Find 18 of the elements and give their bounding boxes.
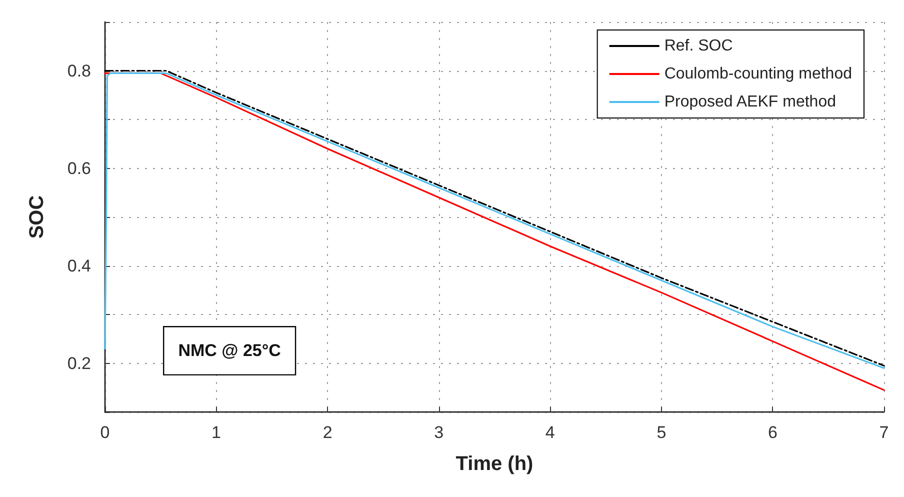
x-tick-label: 0 bbox=[100, 423, 110, 442]
x-tick-label: 1 bbox=[212, 423, 222, 442]
x-tick-label: 6 bbox=[768, 423, 778, 442]
x-tick-label: 3 bbox=[434, 423, 444, 442]
y-tick-label: 0.4 bbox=[67, 256, 91, 276]
legend-label: Coulomb-counting method bbox=[664, 66, 852, 82]
y-axis-title: SOC bbox=[26, 195, 48, 239]
y-tick-label: 0.2 bbox=[67, 354, 91, 373]
y-tick-label: 0.8 bbox=[67, 61, 91, 80]
x-tick-label: 7 bbox=[879, 423, 889, 442]
legend-label: Ref. SOC bbox=[664, 38, 733, 54]
x-tick-label: 4 bbox=[545, 423, 555, 442]
x-axis-title: Time (h) bbox=[456, 453, 534, 475]
x-tick-label: 2 bbox=[322, 423, 332, 442]
x-tick-label: 5 bbox=[656, 423, 666, 442]
legend-label: Proposed AEKF method bbox=[664, 94, 836, 110]
y-tick-label: 0.6 bbox=[67, 158, 91, 178]
annotation: NMC @ 25°C bbox=[178, 341, 281, 360]
